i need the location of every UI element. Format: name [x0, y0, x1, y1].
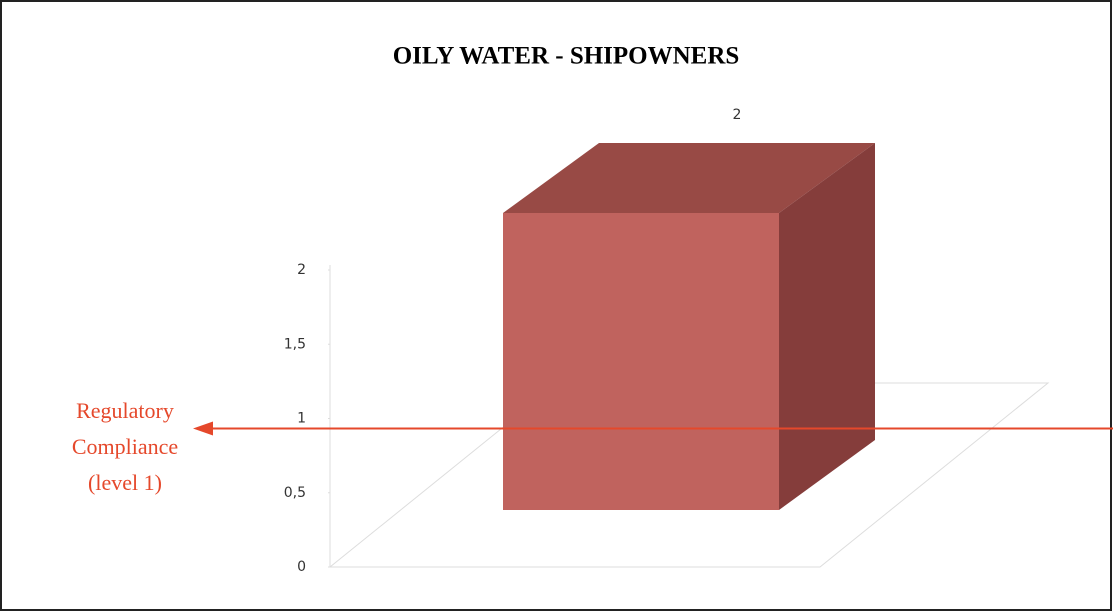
annotation-text: Regulatory — [76, 398, 174, 423]
data-label: 2 — [733, 107, 742, 123]
annotation-text: Compliance — [72, 434, 178, 459]
chart-title: OILY WATER - SHIPOWNERS — [393, 43, 740, 70]
y-tick-label: 1 — [297, 411, 306, 427]
bar-top — [503, 143, 875, 213]
bar-side — [779, 143, 875, 510]
arrow-head — [193, 421, 213, 436]
annotation-text: (level 1) — [88, 470, 162, 495]
y-tick-label: 0 — [297, 559, 306, 575]
y-tick-label: 0,5 — [284, 485, 306, 501]
floor — [328, 382, 1050, 568]
y-tick-label: 2 — [297, 262, 306, 278]
bar — [503, 213, 779, 510]
y-tick-label: 1,5 — [284, 336, 306, 352]
